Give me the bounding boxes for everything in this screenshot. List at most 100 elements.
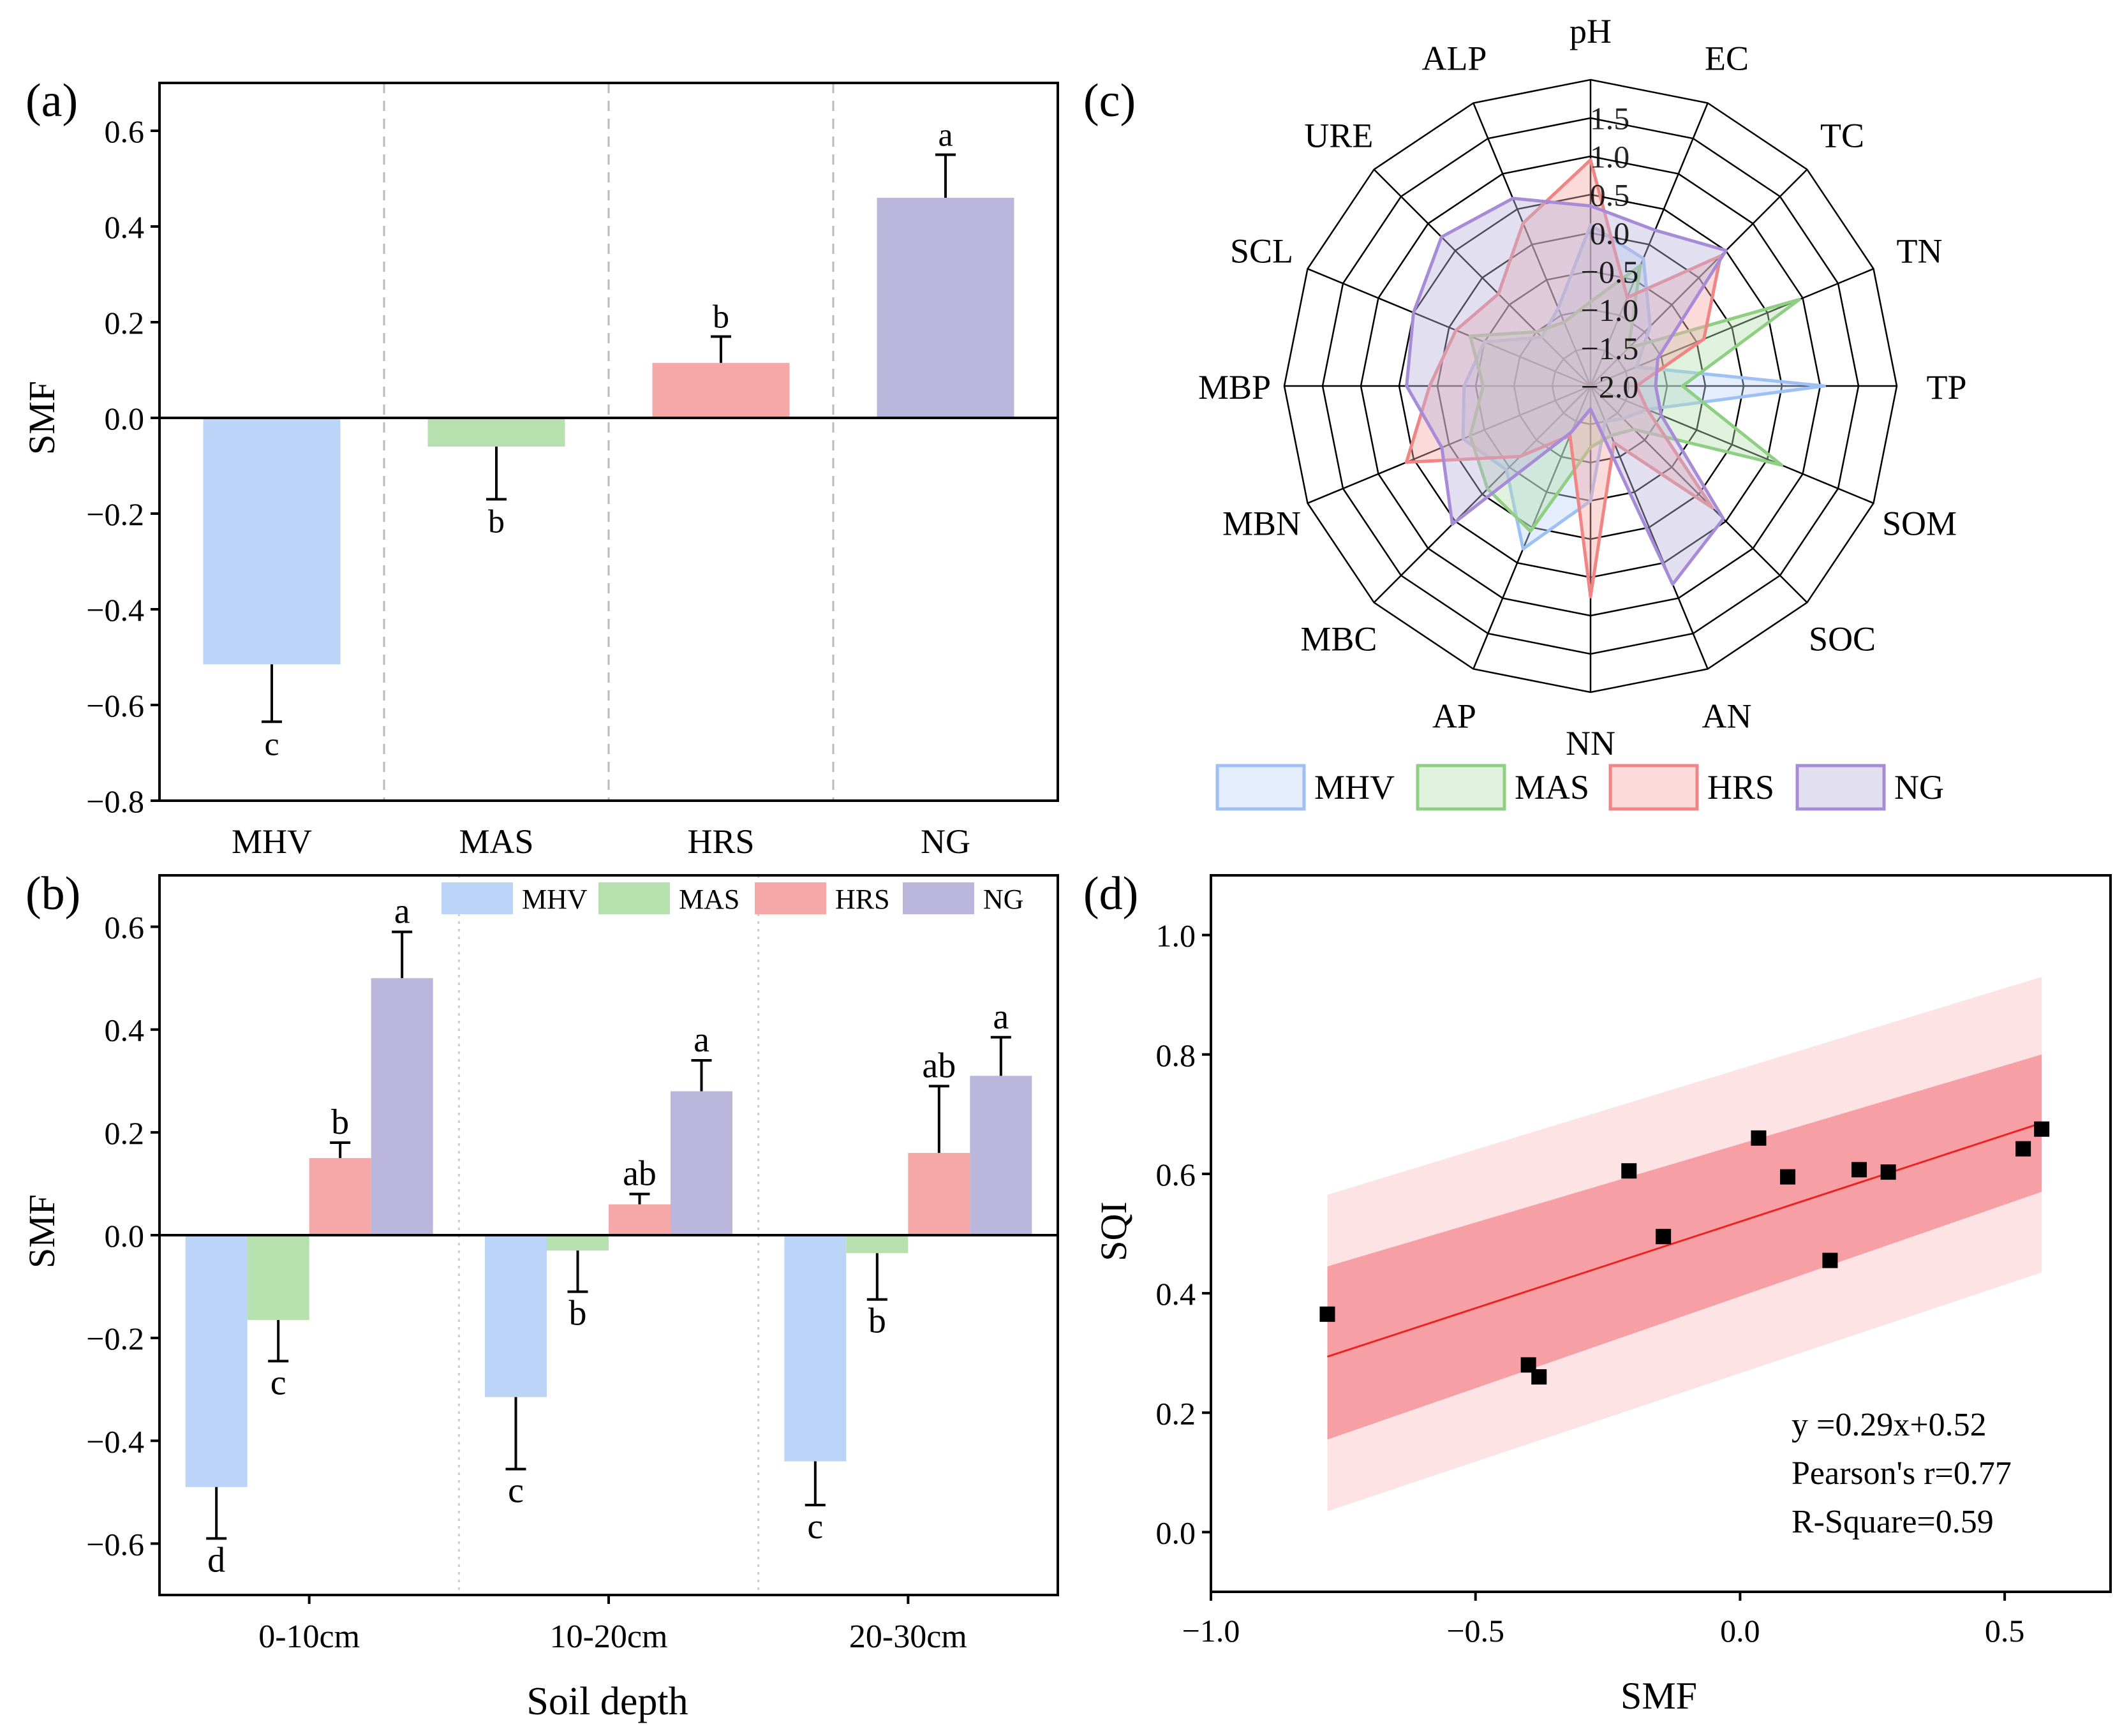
confidence-band [1327, 1054, 2042, 1440]
y-tick-label: 0.0 [105, 401, 145, 436]
plot-frame [158, 874, 1059, 1596]
panel-a-ylabel: SMF [21, 381, 63, 455]
radar-axis-label: URE [1304, 116, 1373, 154]
legend-swatch-HRS [755, 882, 826, 914]
bar-MHV [784, 1235, 847, 1462]
radar-axis-label: MBN [1222, 505, 1301, 543]
bar-MHV [203, 418, 341, 665]
bar-MAS [247, 1235, 309, 1320]
panel-d-xlabel: SMF [1621, 1675, 1697, 1717]
y-tick-label: 0.6 [105, 114, 145, 149]
bar-MAS [846, 1235, 909, 1254]
radar-spoke [1589, 103, 1709, 387]
panel-a-plot: c MHV b MAS b HRS a NG 0.6 0.4 0.2 0.0 −0.2 −0.4 −0.6 −… [86, 82, 1059, 861]
legend-swatch-MAS [598, 882, 670, 914]
data-point [2015, 1141, 2031, 1157]
radar-series-HRS [1404, 158, 1723, 598]
radar-axis-label: SOC [1809, 620, 1876, 658]
data-point [1531, 1369, 1547, 1385]
y-tick-label: −0.4 [86, 1423, 144, 1459]
bar-NG [877, 198, 1014, 418]
radar-axis-label: AP [1432, 697, 1476, 736]
y-tick-label: 0.2 [105, 305, 145, 341]
legend-label: MAS [679, 884, 739, 915]
significance-letter: b [331, 1102, 349, 1142]
x-tick-label: 0.0 [1720, 1613, 1760, 1649]
legend-label: HRS [835, 884, 890, 915]
y-tick-label: 0.4 [1156, 1276, 1196, 1312]
radar-axis-label: TN [1897, 232, 1943, 270]
radar-tick-label: −1.0 [1581, 292, 1639, 328]
bar-HRS [609, 1204, 671, 1235]
radar-spoke [1589, 385, 1709, 669]
legend-label: MAS [1515, 768, 1589, 806]
panel-b-plot: dcba0-10cmcbaba10-20cmcbaba20-30cm0.60.4… [86, 874, 1059, 1655]
data-point [1880, 1164, 1896, 1180]
y-tick-label: 0.0 [105, 1218, 145, 1254]
y-tick-label: −0.4 [86, 592, 144, 628]
y-tick-label: 0.2 [105, 1115, 145, 1151]
x-tick-label: NG [921, 822, 970, 861]
data-point [2034, 1121, 2050, 1137]
significance-letter: a [993, 997, 1009, 1037]
bar-MHV [185, 1235, 248, 1487]
significance-letter: b [868, 1302, 886, 1341]
legend-swatch-NG [1795, 764, 1886, 811]
radar-series-NG [1405, 197, 1728, 586]
legend-label: MHV [1314, 768, 1395, 806]
radar-axis-label: pH [1569, 12, 1612, 50]
y-tick-label: 0.0 [1156, 1515, 1196, 1550]
y-tick-label: 1.0 [1156, 918, 1196, 954]
radar-axis-label: EC [1705, 39, 1749, 77]
radar-spoke [1373, 385, 1591, 604]
panel-d-scatter: −1.0 −0.5 0.0 0.5 1.0 0.8 0.6 0.4 0.2 0.0 [1156, 874, 2112, 1649]
panel-b-xlabel: Soil depth [526, 1680, 688, 1723]
radar-axis-label: MBP [1198, 368, 1271, 406]
panel-d-label: (d) [1083, 868, 1138, 920]
data-point [1319, 1306, 1335, 1322]
legend-label: NG [983, 884, 1024, 915]
plot-frame [1210, 874, 2112, 1593]
radar-tick-label: −1.5 [1581, 330, 1639, 366]
regression-equation: y =0.29x+0.52 [1792, 1407, 1987, 1443]
radar-spoke [1473, 103, 1592, 387]
y-tick-label: 0.6 [1156, 1157, 1196, 1192]
panel-c-label: (c) [1083, 75, 1136, 127]
radar-axis-label: MBC [1300, 620, 1377, 658]
data-point [1822, 1252, 1838, 1268]
data-point [1656, 1229, 1672, 1245]
panel-d-ylabel: SQI [1093, 1201, 1134, 1261]
panel-b-ylabel: SMF [21, 1194, 63, 1268]
legend-label: MHV [522, 884, 588, 915]
pearson-r: Pearson's r=0.77 [1792, 1455, 2012, 1492]
legend-swatch-HRS [1608, 764, 1699, 811]
y-tick-label: −0.2 [86, 496, 144, 532]
radar-tick-label: 1.0 [1590, 139, 1630, 175]
radar-tick-label: 1.5 [1590, 101, 1630, 137]
y-tick-label: −0.8 [86, 783, 144, 819]
significance-letter: c [508, 1471, 524, 1511]
radar-spoke [1590, 385, 1808, 604]
legend-label: NG [1894, 768, 1944, 806]
bar-HRS [309, 1158, 371, 1235]
x-tick-label: 0.5 [1985, 1613, 2025, 1649]
bar-NG [970, 1076, 1032, 1235]
legend-swatch-MAS [1416, 764, 1506, 811]
significance-letter: b [569, 1294, 587, 1333]
radar-spoke [1590, 385, 1874, 504]
bar-MHV [485, 1235, 547, 1397]
bar-NG [671, 1091, 732, 1235]
significance-letter: b [713, 299, 729, 336]
significance-letter: a [694, 1020, 709, 1060]
legend-label: HRS [1707, 768, 1774, 806]
legend-swatch-MHV [1215, 764, 1306, 811]
data-point [1621, 1163, 1637, 1179]
panel-a-label: (a) [26, 75, 78, 127]
y-tick-label: −0.2 [86, 1321, 144, 1356]
significance-letter: d [207, 1540, 225, 1580]
plot-frame [158, 82, 1059, 802]
radar-axis-label: SOM [1882, 505, 1957, 543]
x-tick-label: −0.5 [1446, 1613, 1504, 1649]
data-point [1751, 1130, 1767, 1146]
